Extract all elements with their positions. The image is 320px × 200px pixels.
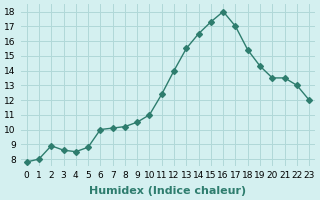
X-axis label: Humidex (Indice chaleur): Humidex (Indice chaleur) <box>89 186 246 196</box>
